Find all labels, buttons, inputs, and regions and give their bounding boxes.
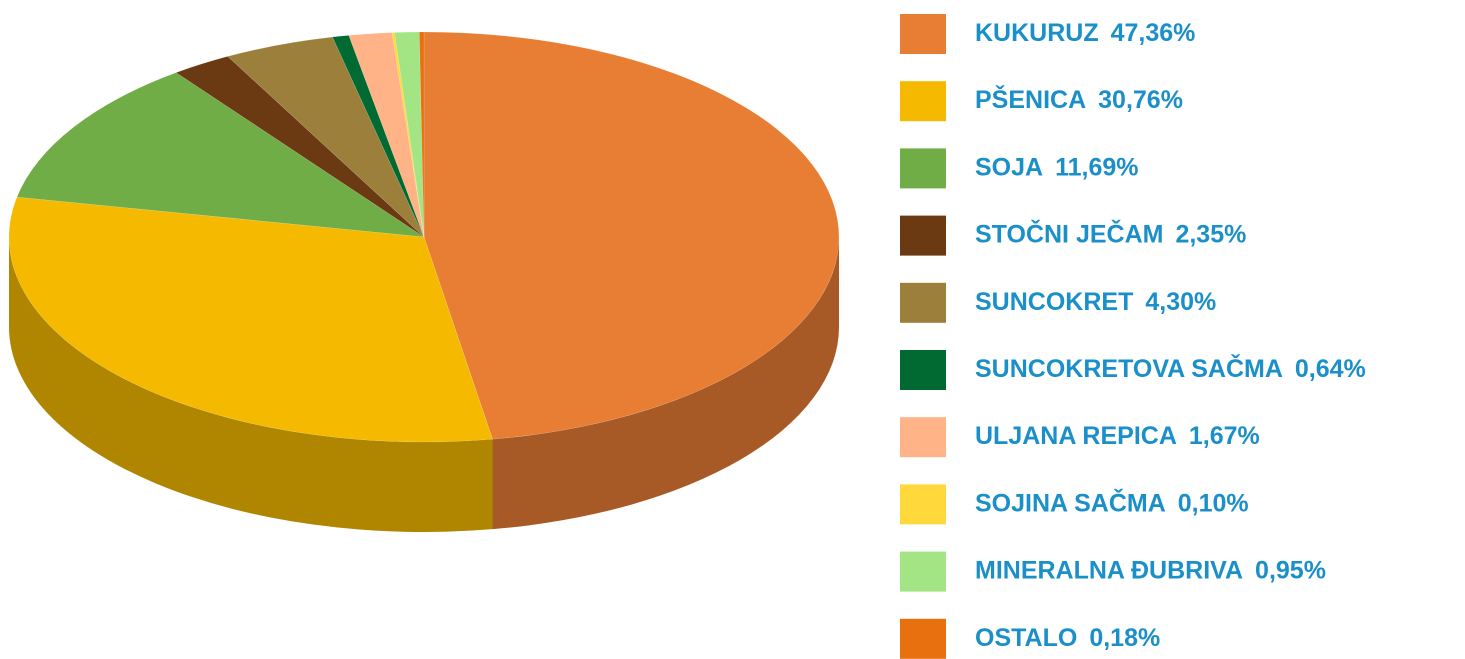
legend-swatch [900, 215, 946, 256]
slice [227, 36, 425, 238]
legend-label: SOJINA SAČMA 0,10% [975, 487, 1249, 517]
legend-name: SUNCOKRETOVA SAČMA [975, 353, 1283, 383]
slice [423, 31, 840, 440]
slice-side [9, 237, 493, 532]
legend-swatch [900, 350, 946, 390]
legend-label: SUNCOKRET 4,30% [975, 287, 1216, 315]
slice [391, 32, 425, 238]
slice [175, 56, 425, 238]
slice-side [492, 237, 839, 530]
legend-label: KUKURUZ 47,36% [975, 19, 1195, 47]
slice [394, 31, 425, 238]
legend-label: PŠENICA 30,76% [975, 84, 1183, 114]
legend-value: 2,35% [1175, 220, 1246, 248]
legend-value: 47,36% [1111, 19, 1196, 47]
legend-name: SOJINA SAČMA [975, 487, 1166, 517]
legend-name: ULJANA REPICA [975, 422, 1177, 450]
legend-swatch [900, 484, 946, 525]
legend-label: SOJA 11,69% [975, 153, 1139, 181]
legend-name: PŠENICA [975, 84, 1086, 114]
legend-value: 0,10% [1178, 489, 1249, 517]
slice [332, 35, 425, 238]
legend-value: 0,64% [1295, 355, 1366, 383]
legend-label: MINERALNA ĐUBRIVA 0,95% [975, 556, 1326, 584]
legend-swatch [900, 148, 946, 189]
legend-swatch [900, 551, 946, 592]
legend-swatch [900, 81, 946, 122]
legend-label: ULJANA REPICA 1,67% [975, 422, 1260, 450]
legend-label: STOČNI JEČAM 2,35% [975, 218, 1246, 248]
legend-name: KUKURUZ [975, 19, 1099, 47]
slice [8, 196, 493, 443]
legend-label: OSTALO 0,18% [975, 623, 1160, 651]
legend-name: OSTALO [975, 623, 1077, 651]
legend-label: SUNCOKRETOVA SAČMA 0,64% [975, 353, 1366, 383]
legend-value: 1,67% [1189, 422, 1260, 450]
legend-name: STOČNI JEČAM [975, 218, 1163, 248]
slice [419, 31, 425, 238]
legend-name: SOJA [975, 153, 1043, 181]
slice [16, 72, 425, 238]
legend-value: 30,76% [1098, 86, 1183, 114]
legend-name: MINERALNA ĐUBRIVA [975, 556, 1243, 584]
slice [348, 32, 425, 238]
legend-swatch [900, 14, 946, 54]
legend-value: 0,18% [1089, 623, 1160, 651]
legend-swatch [900, 618, 946, 659]
legend-value: 11,69% [1055, 153, 1138, 181]
legend-value: 0,95% [1255, 556, 1326, 584]
legend-value: 4,30% [1145, 287, 1216, 315]
legend-swatch [900, 282, 946, 323]
legend-name: SUNCOKRET [975, 287, 1133, 315]
legend-swatch [900, 417, 946, 458]
